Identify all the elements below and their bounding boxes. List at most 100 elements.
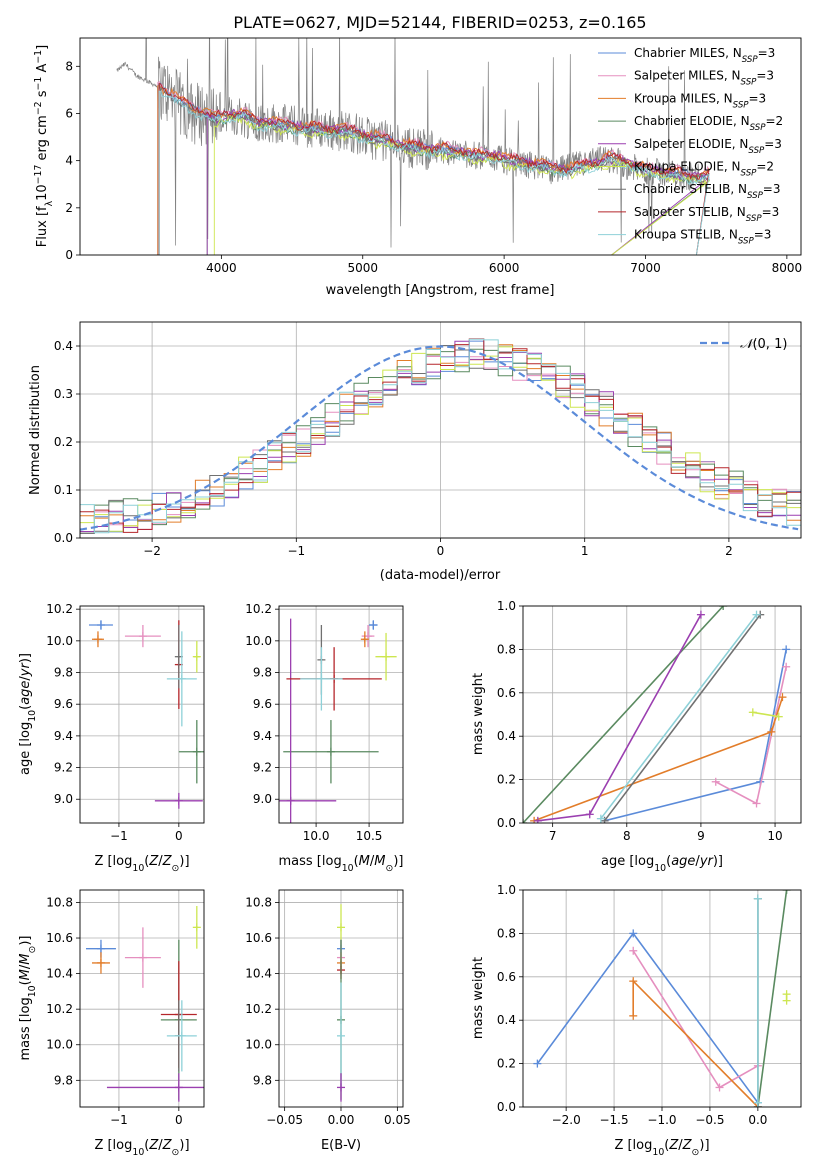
axes-frame xyxy=(278,605,404,824)
label-span: −2 xyxy=(33,101,44,115)
plot-area xyxy=(80,338,801,534)
label-span: Z xyxy=(148,1138,159,1153)
label-span: Flux [f xyxy=(35,206,50,247)
y-tick-label: 9.8 xyxy=(253,1073,272,1087)
label-span: Z xyxy=(668,1138,679,1153)
y-tick-label: 8 xyxy=(65,59,73,73)
label-span: ( xyxy=(18,705,33,710)
y-axis-label: mass weight xyxy=(471,957,486,1039)
label-span: M xyxy=(18,969,33,980)
x-tick-label: −1 xyxy=(287,544,305,558)
point-salpeter-elodie xyxy=(106,1073,204,1102)
legend-label: Kroupa ELODIE, NSSP=2 xyxy=(634,160,774,179)
x-tick-label: 0.0 xyxy=(748,1113,767,1127)
label-span: −1 xyxy=(33,77,44,91)
label-span: Z [log xyxy=(94,1138,132,1153)
y-tick-label: 0.8 xyxy=(497,642,516,656)
x-tick-label: −1.0 xyxy=(647,1113,676,1127)
axes-residuals: −2 −1 0 1 2 0.0 0.1 0.2 0.3 0.4 𝒩(0, 1) (data-model… xyxy=(28,321,802,583)
point-chabrier-elodie xyxy=(178,720,204,784)
y-tick-label: 1.0 xyxy=(497,883,516,897)
axes-frame xyxy=(79,605,205,824)
normal-curve xyxy=(80,345,799,531)
series-kroupa-elodie xyxy=(752,711,779,718)
y-axis-label: age [log10(age/yr)] xyxy=(18,653,38,775)
label-span: / xyxy=(158,1138,163,1153)
axes-spectrum: 4000 5000 6000 7000 8000 0 2 4 6 8 Chabrier MILES,… xyxy=(33,37,802,298)
label-span: )] xyxy=(18,653,33,663)
plot-area xyxy=(523,606,791,823)
y-tick-label: 0.6 xyxy=(497,686,516,700)
label-span: )] xyxy=(713,854,723,869)
label-span: ⊙ xyxy=(692,1147,700,1158)
y-tick-label: 0 xyxy=(65,248,73,262)
point-kroupa-miles xyxy=(91,952,110,974)
axes-frame xyxy=(79,889,205,1108)
label-span: Chabrier STELIB, N xyxy=(634,182,747,196)
x-tick-label: 0.00 xyxy=(328,1113,355,1127)
label-span: Salpeter STELIB, N xyxy=(634,205,746,219)
y-tick-label: 10.0 xyxy=(46,634,73,648)
legend-label: Chabrier STELIB, NSSP=3 xyxy=(634,182,781,201)
plot-area xyxy=(279,618,397,823)
x-tick-label: 0 xyxy=(175,1113,183,1127)
label-span: Chabrier ELODIE, N xyxy=(634,114,750,128)
grid xyxy=(279,606,403,823)
x-tick-label: −0.05 xyxy=(266,1113,303,1127)
label-span: Z xyxy=(148,854,159,869)
point-salpeter-miles xyxy=(361,625,375,648)
axes-age_vs_mass: 10.0 10.5 9.0 9.2 9.4 9.6 9.8 10.0 10.2 mass [log… xyxy=(245,602,404,873)
point-kroupa-stelib xyxy=(166,631,197,727)
y-tick-label: 0.1 xyxy=(54,483,73,497)
x-tick-label: 7000 xyxy=(630,261,661,275)
x-tick-label: 10 xyxy=(767,829,782,843)
label-span: 10 xyxy=(27,710,38,722)
label-span: =2 xyxy=(765,114,783,128)
label-span: SSP xyxy=(738,237,755,247)
label-span: ( xyxy=(18,980,33,985)
frame: 10.0 10.5 9.0 9.2 9.4 9.6 9.8 10.0 10.2 xyxy=(245,602,404,843)
grid xyxy=(523,889,801,1108)
frame: −1 0 9.0 9.2 9.4 9.6 9.8 10.0 10.2 xyxy=(46,602,205,843)
label-span: 10 xyxy=(132,863,144,874)
x-tick-label: 8 xyxy=(623,829,631,843)
label-span: ⊙ xyxy=(172,1147,180,1158)
axes-age_vs_Z: −1 09.09.29.49.69.810.010.2Z [log10(Z/Z⊙)… xyxy=(18,602,205,874)
plot-area xyxy=(533,890,791,1107)
y-tick-label: 10.2 xyxy=(245,1002,272,1016)
model-line-kroupa-stelib xyxy=(158,90,710,255)
x-tick-label: 5000 xyxy=(347,261,378,275)
label-span: Kroupa ELODIE, N xyxy=(634,160,741,174)
x-tick-label: 0 xyxy=(437,544,445,558)
label-span: age xyxy=(18,681,33,705)
y-tick-label: 9.0 xyxy=(253,792,272,806)
legend-label: Salpeter ELODIE, NSSP=3 xyxy=(634,137,782,156)
point-kroupa-stelib xyxy=(166,1000,197,1072)
label-span: ( xyxy=(666,854,671,869)
point-kroupa-stelib xyxy=(300,647,343,711)
model-line-salpeter-stelib xyxy=(158,82,710,255)
x-tick-label: 0 xyxy=(175,829,183,843)
label-span: Salpeter ELODIE, N xyxy=(634,137,748,151)
label-span: age [log xyxy=(18,722,33,775)
y-axis-label: mass [log10(M/M⊙)] xyxy=(18,936,38,1061)
x-tick-label: 10.0 xyxy=(303,829,330,843)
x-tick-label: 4000 xyxy=(206,261,237,275)
series-chabrier-stelib xyxy=(603,614,761,822)
y-tick-label: 10.8 xyxy=(245,895,272,909)
label-span: / xyxy=(18,964,33,969)
axes-weight_vs_Z: −2.0 −1.5 −1.0 −0.5 0.0 0.0 0.2 0.4 0.6 0.8 1.0 Z [… xyxy=(471,883,802,1158)
y-tick-label: 0.0 xyxy=(497,1100,516,1114)
legend-label: 𝒩(0, 1) xyxy=(740,337,787,352)
label-span: s xyxy=(35,90,50,101)
label-span: SSP xyxy=(746,214,763,224)
label-span: =3 xyxy=(763,182,781,196)
label-span: age [log xyxy=(601,854,654,869)
label-span: SSP xyxy=(741,78,758,88)
label-span: Z xyxy=(162,854,173,869)
x-axis-label: Z [log10(Z/Z⊙)] xyxy=(94,1138,189,1158)
label-span: =3 xyxy=(756,69,774,83)
label-span: Salpeter MILES, N xyxy=(634,69,741,83)
label-span: )] xyxy=(179,854,189,869)
